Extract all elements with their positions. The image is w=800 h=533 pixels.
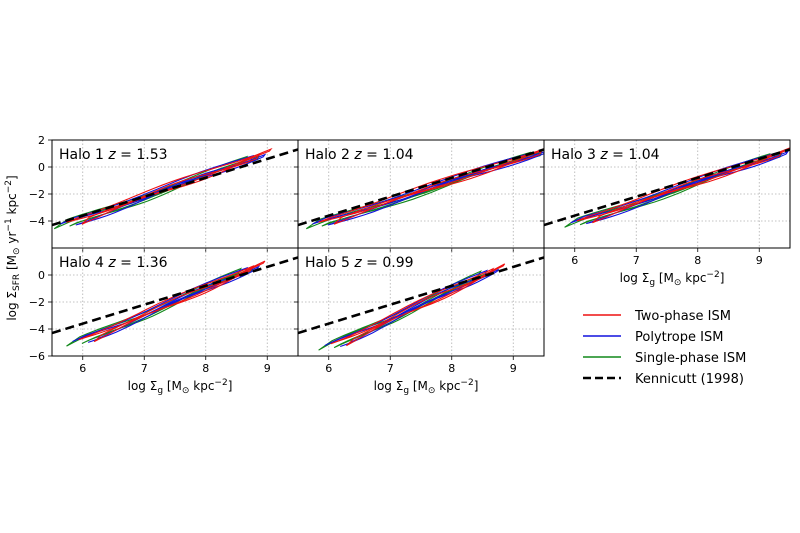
legend-label: Polytrope ISM: [635, 330, 723, 345]
two-phase-contour: [346, 263, 506, 347]
x-axis-label: log Σg [M⊙ kpc−2]: [374, 378, 479, 396]
panel-2: Halo 2 z = 1.04: [294, 139, 545, 252]
y-tick-label: 2: [38, 134, 45, 147]
x-tick-label: 9: [510, 362, 517, 375]
y-tick-label: 0: [38, 269, 45, 282]
legend: Two-phase ISM Polytrope ISM Single-phase I…: [583, 309, 746, 387]
panel-1: −4 −2 0 2 Halo 1 z = 1.53: [29, 134, 299, 252]
panel-title: Halo 4 z = 1.36: [59, 255, 168, 271]
x-tick-label: 9: [264, 362, 271, 375]
panels-group: −4 −2 0 2 Halo 1 z = 1.53 Halo 2 z = 1.04 6 7 8 9…: [29, 134, 791, 396]
legend-item: Single-phase ISM: [583, 351, 746, 366]
legend-item: Kennicutt (1998): [583, 372, 744, 387]
panel-title: Halo 5 z = 0.99: [305, 255, 414, 271]
two-phase-contour: [93, 260, 266, 343]
kennicutt-line: [298, 148, 544, 227]
kennicutt-line: [52, 148, 298, 227]
x-tick-label: 6: [325, 362, 332, 375]
two-phase-contour: [330, 267, 495, 345]
panel-4: 6 7 8 9 −6 −4 −2 0 Halo 4 z = 1.36 log Σg [M⊙ kpc…: [29, 247, 299, 396]
y-tick-label: −2: [29, 296, 45, 309]
panel-title: Halo 3 z = 1.04: [551, 147, 660, 163]
kennicutt-line: [52, 256, 298, 335]
x-axis-label: log Σg [M⊙ kpc−2]: [128, 378, 233, 396]
x-tick-label: 7: [387, 362, 394, 375]
two-phase-contour: [592, 147, 790, 224]
x-tick-label: 8: [202, 362, 209, 375]
y-tick-label: −4: [29, 323, 45, 336]
legend-item: Polytrope ISM: [583, 330, 723, 345]
panel-title: Halo 2 z = 1.04: [305, 147, 414, 163]
y-tick-label: −4: [29, 215, 45, 228]
panel-5: 6 7 8 9 Halo 5 z = 0.99 log Σg [M⊙ kpc−2]: [294, 247, 545, 396]
legend-label: Two-phase ISM: [634, 309, 731, 324]
x-tick-label: 6: [79, 362, 86, 375]
y-tick-label: −2: [29, 188, 45, 201]
legend-label: Kennicutt (1998): [635, 372, 744, 387]
x-tick-label: 6: [571, 254, 578, 267]
figure-ylabel: log ΣSFR [M⊙ yr−1 kpc−2]: [4, 175, 22, 320]
x-axis-label: log Σg [M⊙ kpc−2]: [620, 270, 725, 288]
legend-label: Single-phase ISM: [635, 351, 746, 366]
legend-item: Two-phase ISM: [583, 309, 731, 324]
y-tick-label: 0: [38, 161, 45, 174]
two-phase-contour: [333, 148, 544, 225]
kennicutt-line: [544, 148, 790, 227]
two-phase-contour: [78, 264, 255, 341]
x-tick-label: 7: [141, 362, 148, 375]
x-tick-label: 8: [448, 362, 455, 375]
x-tick-label: 8: [694, 254, 701, 267]
x-tick-label: 7: [633, 254, 640, 267]
y-tick-label: −6: [29, 350, 45, 363]
x-tick-label: 9: [756, 254, 763, 267]
kennicutt-line: [298, 256, 544, 335]
panel-title: Halo 1 z = 1.53: [59, 147, 168, 163]
panel-3: 6 7 8 9 Halo 3 z = 1.04 log Σg [M⊙ kpc−2]: [540, 139, 791, 288]
